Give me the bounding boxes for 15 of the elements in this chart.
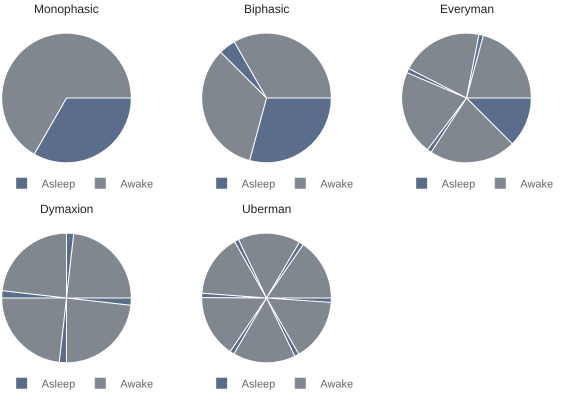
chart-title: Biphasic: [244, 2, 290, 16]
chart-title: Uberman: [242, 202, 292, 216]
chart-title: Dymaxion: [40, 202, 94, 216]
legend-label: Asleep: [42, 178, 76, 191]
legend-label: Awake: [120, 378, 154, 391]
chart-title: Everyman: [440, 2, 494, 16]
legend-label: Awake: [520, 178, 554, 191]
chart-title: Monophasic: [34, 2, 99, 16]
legend-label: Asleep: [42, 378, 76, 391]
legend-label: Asleep: [242, 378, 276, 391]
legend-label: Awake: [120, 178, 154, 191]
legend-label: Awake: [320, 378, 354, 391]
legend-label: Asleep: [442, 178, 476, 191]
legend-label: Awake: [320, 178, 354, 191]
legend-label: Asleep: [242, 178, 276, 191]
